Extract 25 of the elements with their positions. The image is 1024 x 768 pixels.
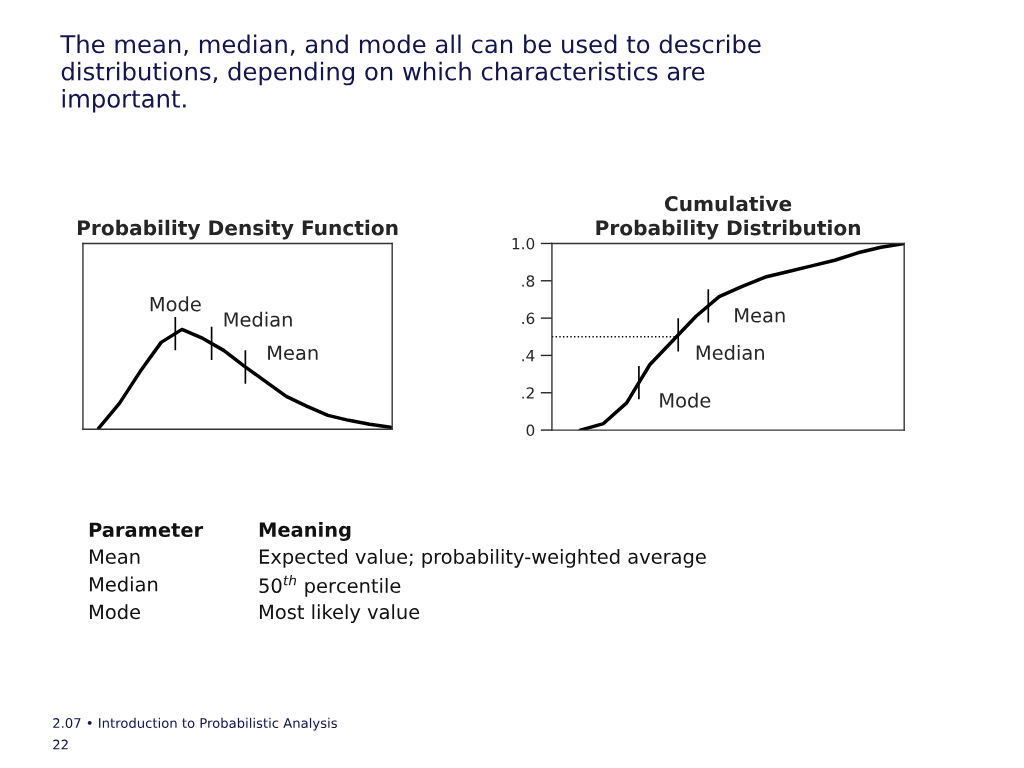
text: Parameter <box>89 522 204 538</box>
y-tick-label: 1.0 <box>512 237 535 250</box>
y-tick-label: .2 <box>522 387 534 399</box>
text: Mean <box>89 549 140 564</box>
y-tick-label: .8 <box>522 275 535 287</box>
text: 22 <box>53 739 68 750</box>
annotation: Mode <box>660 392 711 408</box>
text: Most likely value <box>259 604 420 624</box>
annotation: Mean <box>735 308 785 323</box>
text: The mean, median, and mode all can be used to describe distributions, depending on which characteristics are important. <box>60 34 761 113</box>
y-tick-label: 0 <box>526 424 535 437</box>
text: Mode <box>150 296 201 312</box>
text: 2.07 • Introduction to Probabilistic Analysis <box>53 717 337 731</box>
annotation: Mean <box>268 345 318 361</box>
text: Expected value; probability-weighted average <box>259 548 706 568</box>
chart-title: Probability Density Function <box>77 219 398 240</box>
text: Median <box>224 311 292 327</box>
text: 50$^{th}$ percentile <box>259 575 401 597</box>
y-tick-label: .4 <box>522 350 535 362</box>
text: Median <box>89 576 158 592</box>
y-tick-label: .6 <box>522 312 535 325</box>
annotation: Median <box>696 344 764 361</box>
text: Meaning <box>259 521 351 541</box>
text: Mode <box>89 604 141 620</box>
chart-title: Cumulative Probability Distribution <box>596 195 860 240</box>
